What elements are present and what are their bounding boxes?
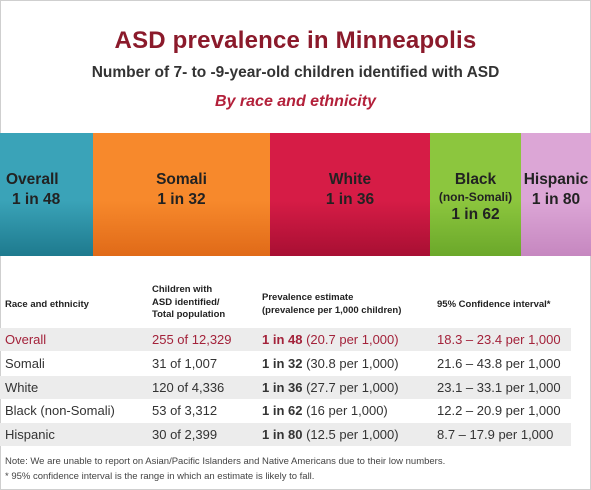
cell-rate: (16 per 1,000): [306, 403, 388, 418]
band-ratio: 1 in 62: [451, 206, 500, 223]
chart-by-label: By race and ethnicity: [215, 93, 376, 110]
band-label: White: [328, 171, 372, 188]
cell-count: 255 of 12,329: [152, 332, 232, 347]
band-somali: Somali 1 in 32: [93, 133, 270, 256]
band-label: Overall: [6, 171, 59, 188]
band-label: Hispanic: [523, 171, 589, 188]
footnote-1: Note: We are unable to report on Asian/P…: [5, 456, 446, 467]
cell-ratio: 1 in 62: [262, 403, 303, 418]
chart-title: ASD prevalence in Minneapolis: [114, 27, 477, 54]
cell-ci: 21.6 – 43.8 per 1,000: [437, 356, 561, 371]
cell-group: Somali: [5, 356, 45, 371]
cell-prevalence: 1 in 48 (20.7 per 1,000): [262, 332, 399, 347]
cell-ci: 23.1 – 33.1 per 1,000: [437, 380, 561, 395]
band-white: White 1 in 36: [270, 133, 430, 256]
table-row: Overall 255 of 12,329 18.3 – 23.4 per 1,00…: [0, 328, 571, 351]
band-ratio: 1 in 36: [325, 191, 375, 208]
cell-rate: (12.5 per 1,000): [306, 427, 399, 442]
cell-rate: (20.7 per 1,000): [306, 332, 399, 347]
header-prevalence: Prevalence estimate (prevalence per 1,00…: [262, 292, 402, 316]
footnote-2: * 95% confidence interval is the range i…: [5, 471, 315, 482]
cell-prevalence: 1 in 36 (27.7 per 1,000): [262, 380, 399, 395]
cell-group: Hispanic: [5, 427, 55, 442]
prevalence-bands: Overall 1 in 48 Somali 1 in 32 White 1 i…: [0, 133, 591, 256]
table-row: Hispanic 30 of 2,399 8.7 – 17.9 per 1,000 1…: [0, 423, 571, 446]
cell-count: 53 of 3,312: [152, 403, 218, 418]
band-sublabel: (non-Somali): [438, 190, 513, 204]
cell-ci: 8.7 – 17.9 per 1,000: [437, 427, 554, 442]
cell-ratio: 1 in 80: [262, 427, 303, 442]
cell-ratio: 1 in 48: [262, 332, 303, 347]
cell-group: Overall: [5, 332, 47, 347]
band-overall: Overall 1 in 48: [0, 133, 93, 256]
cell-ratio: 1 in 32: [262, 356, 303, 371]
band-black: Black (non-Somali) 1 in 62: [430, 133, 521, 256]
cell-ci: 18.3 – 23.4 per 1,000: [437, 332, 561, 347]
cell-group: Black (non-Somali): [5, 403, 115, 418]
band-label: Black: [454, 171, 497, 188]
cell-count: 31 of 1,007: [152, 356, 218, 371]
cell-count: 30 of 2,399: [152, 427, 218, 442]
table-row: Black (non-Somali) 53 of 3,312 12.2 – 20.9…: [0, 399, 571, 422]
cell-rate: (27.7 per 1,000): [306, 380, 399, 395]
header-count: Children with ASD identified/ Total popu…: [152, 284, 226, 320]
table-row: Somali 31 of 1,007 21.6 – 43.8 per 1,000 1 …: [0, 352, 571, 375]
header-ci: 95% Confidence interval*: [437, 299, 551, 310]
cell-prevalence: 1 in 62 (16 per 1,000): [262, 403, 388, 418]
table-row: White 120 of 4,336 23.1 – 33.1 per 1,000 1 …: [0, 376, 571, 399]
cell-count: 120 of 4,336: [152, 380, 225, 395]
band-label: Somali: [156, 171, 207, 188]
cell-prevalence: 1 in 32 (30.8 per 1,000): [262, 356, 399, 371]
cell-ratio: 1 in 36: [262, 380, 303, 395]
cell-rate: (30.8 per 1,000): [306, 356, 399, 371]
chart-subtitle: Number of 7- to -9-year-old children ide…: [91, 64, 500, 81]
band-hispanic: Hispanic 1 in 80: [521, 133, 591, 256]
band-ratio: 1 in 80: [531, 191, 581, 208]
cell-group: White: [5, 380, 39, 395]
cell-ci: 12.2 – 20.9 per 1,000: [437, 403, 561, 418]
band-ratio: 1 in 48: [12, 191, 61, 208]
band-ratio: 1 in 32: [157, 191, 206, 208]
cell-prevalence: 1 in 80 (12.5 per 1,000): [262, 427, 399, 442]
header-race: Race and ethnicity: [5, 299, 89, 310]
